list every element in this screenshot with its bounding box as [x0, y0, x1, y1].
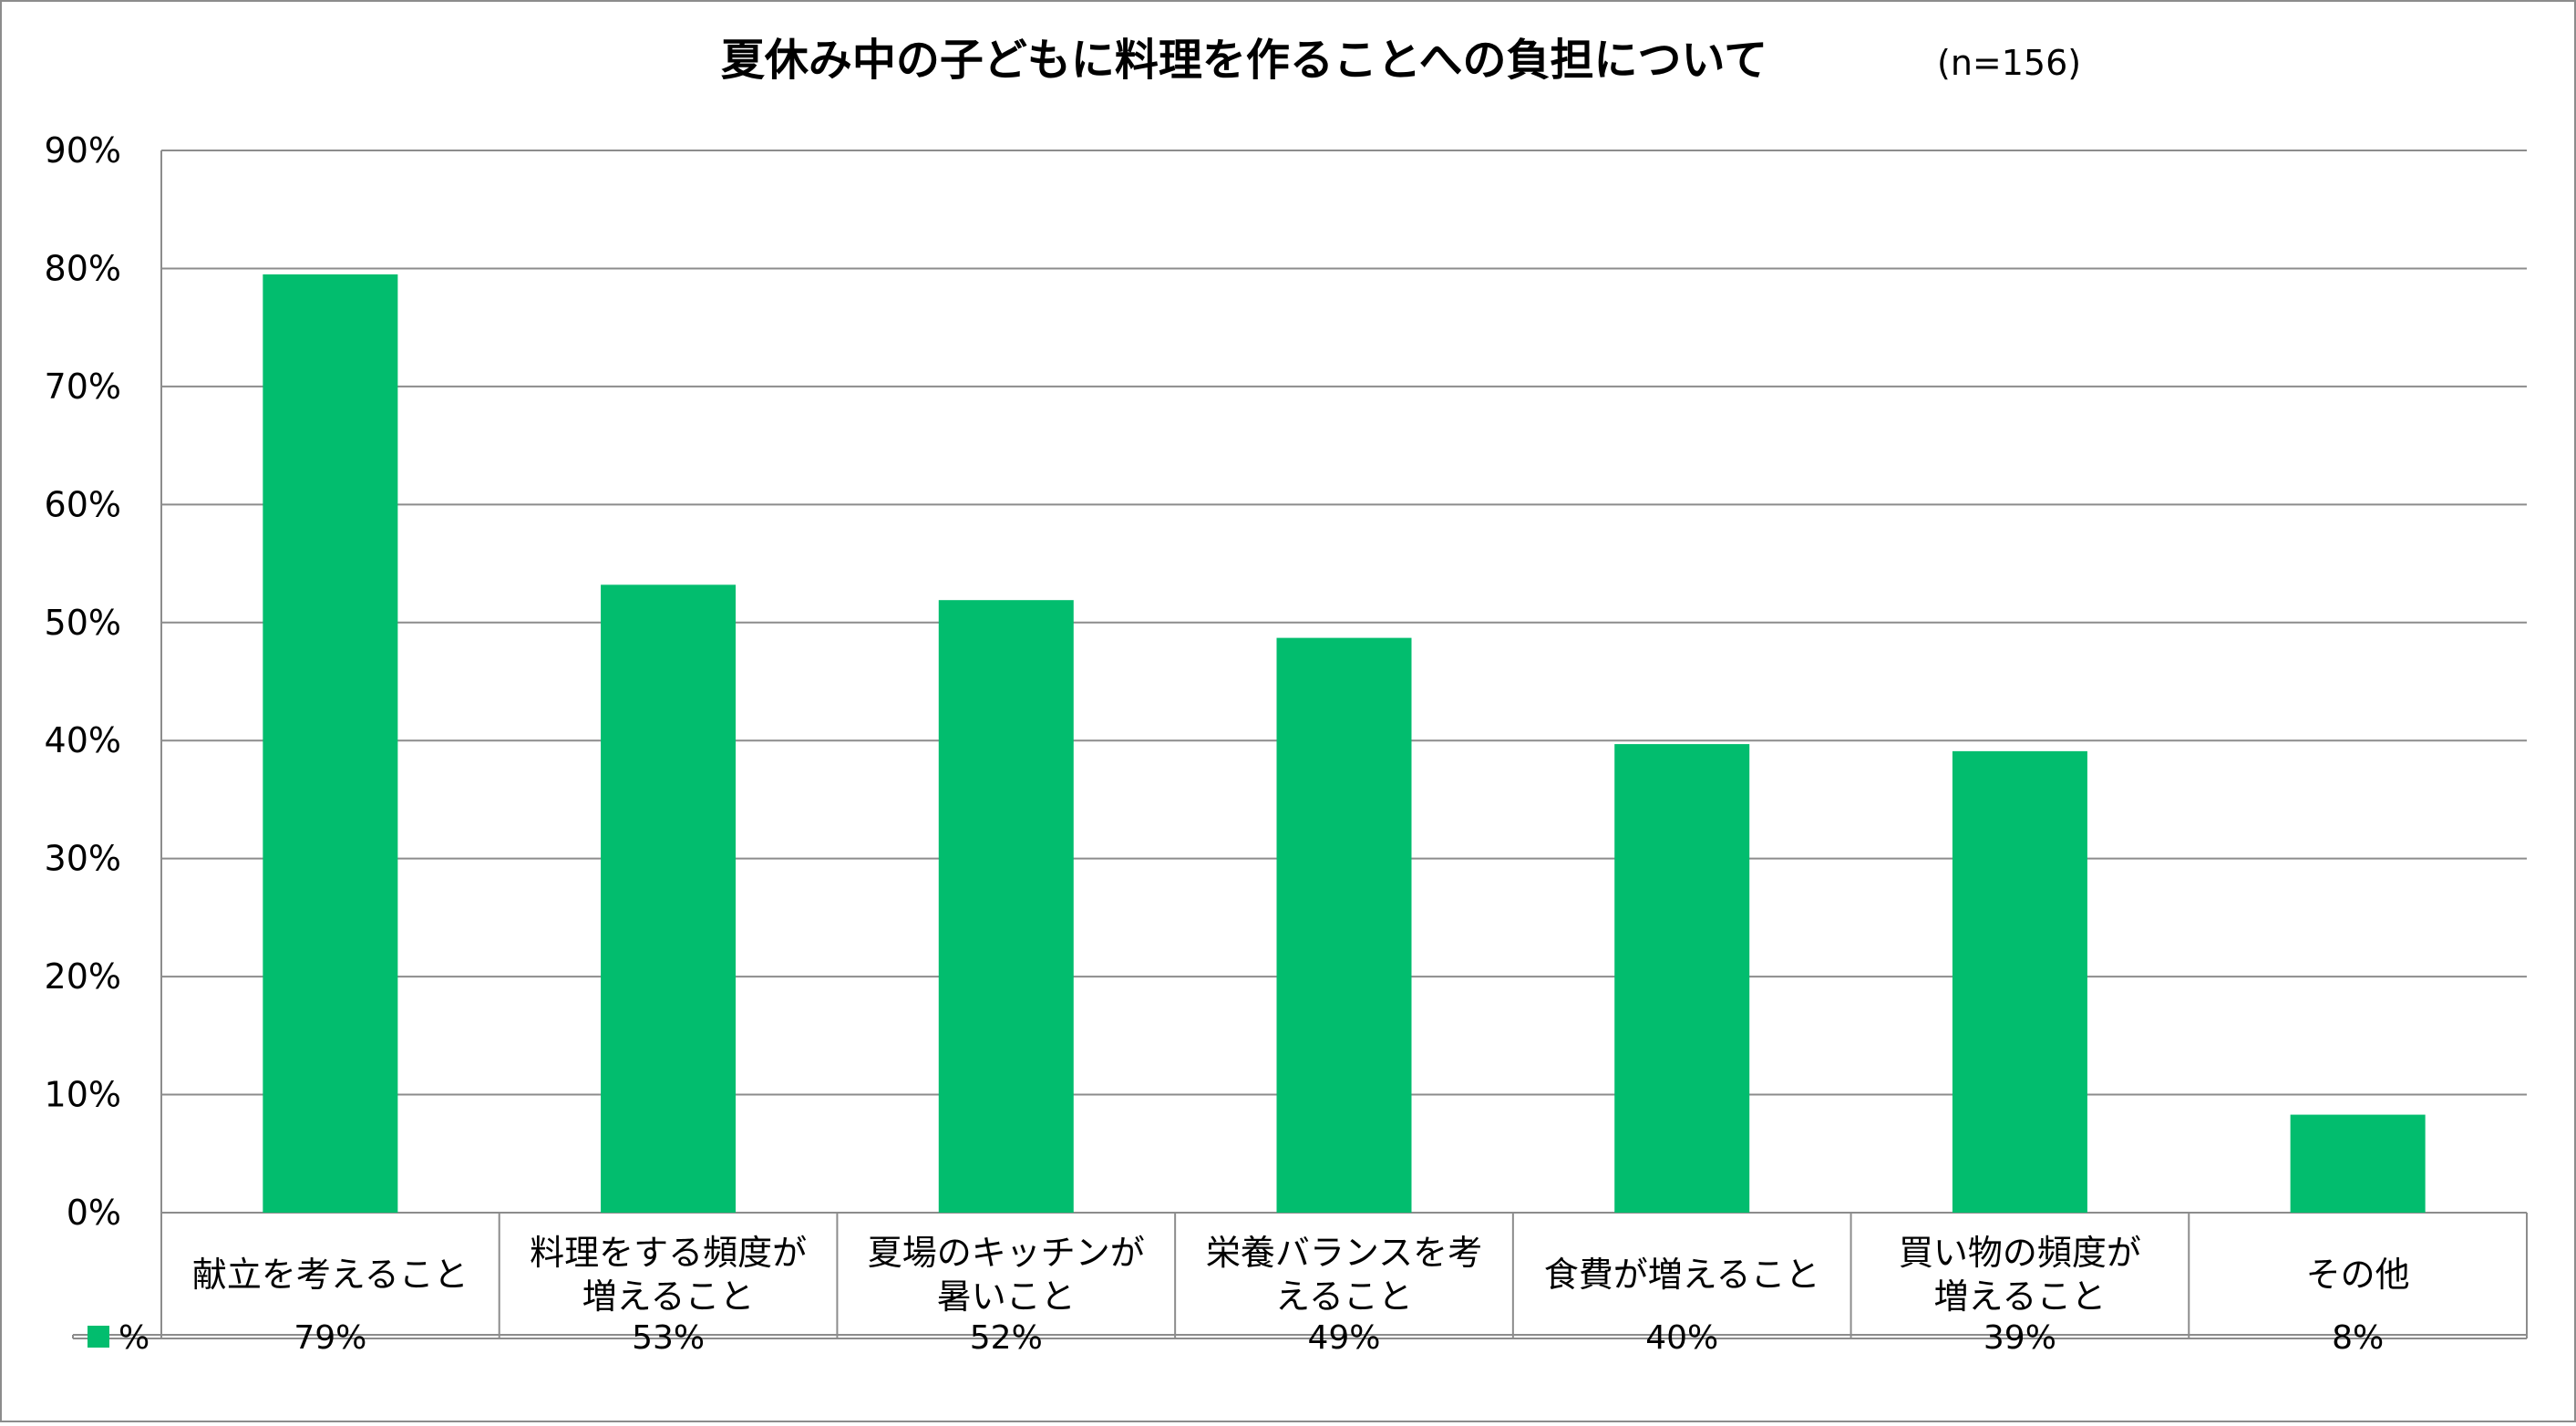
x-category-label: 献立を考えること	[192, 1255, 469, 1295]
bar	[263, 274, 398, 1214]
bars	[263, 274, 2426, 1214]
y-tick-label: 40%	[45, 720, 121, 760]
y-tick-label: 0%	[67, 1193, 121, 1233]
data-label: 53%	[632, 1319, 705, 1357]
y-tick-label: 30%	[45, 839, 121, 879]
data-label: 52%	[970, 1319, 1043, 1357]
bar	[601, 584, 737, 1213]
x-category-label: 増えること	[1933, 1276, 2106, 1317]
bar	[1614, 744, 1750, 1213]
x-category-label: 暑いこと	[937, 1276, 1076, 1317]
data-label: 49%	[1307, 1319, 1380, 1357]
y-tick-label: 60%	[45, 484, 121, 524]
bar	[1952, 750, 2087, 1213]
x-category-label: 買い物の頻度が	[1899, 1233, 2141, 1273]
y-tick-label: 80%	[45, 248, 121, 288]
y-tick-label: 50%	[45, 603, 121, 643]
y-tick-label: 70%	[45, 367, 121, 407]
data-table: 献立を考えること料理をする頻度が増えること夏場のキッチンが暑いこと栄養バランスを…	[72, 1213, 2528, 1357]
y-tick-label: 20%	[45, 956, 121, 997]
x-category-label: 食費が増えること	[1544, 1255, 1820, 1295]
grid-lines	[160, 150, 2527, 1214]
x-category-label: 夏場のキッチンが	[868, 1233, 1145, 1273]
x-category-label: 増えること	[582, 1276, 755, 1317]
x-category-label: 栄養バランスを考	[1206, 1233, 1482, 1273]
x-category-label: 料理をする頻度が	[530, 1233, 807, 1273]
bar	[938, 600, 1074, 1213]
y-tick-label: 10%	[45, 1075, 121, 1115]
y-tick-label: 90%	[45, 130, 121, 170]
x-category-label: えること	[1275, 1276, 1413, 1317]
data-label: 8%	[2332, 1319, 2384, 1357]
legend-swatch	[88, 1326, 109, 1348]
data-label: 39%	[1984, 1319, 2056, 1357]
bar	[1276, 637, 1412, 1213]
chart-title: 夏休み中の子どもに料理を作ることへの負担について	[721, 35, 1767, 86]
data-label: 79%	[294, 1319, 366, 1357]
legend-label: %	[118, 1319, 149, 1357]
data-label: 40%	[1645, 1319, 1718, 1357]
y-axis-tick-labels: 0% 10% 20% 30% 40% 50% 60% 70% 80% 90%	[45, 130, 121, 1233]
bar	[2290, 1114, 2426, 1213]
chart-subtitle: (n=156)	[1937, 43, 2081, 83]
x-category-label: その他	[2306, 1255, 2410, 1295]
